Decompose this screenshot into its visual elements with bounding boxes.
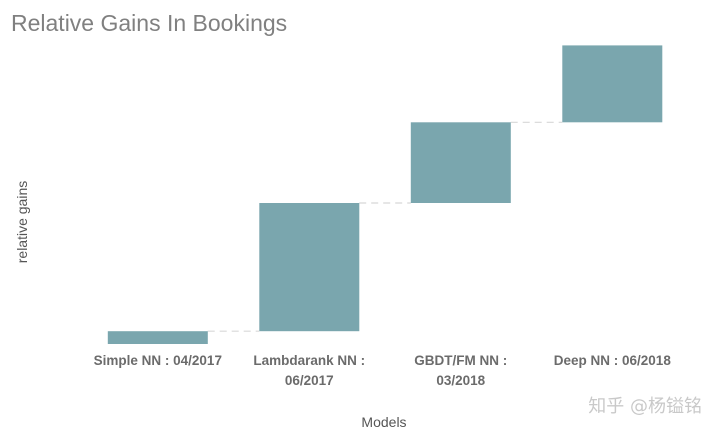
x-tick-label-line: Simple NN : 04/2017 xyxy=(94,353,222,368)
x-tick-label-line: 03/2018 xyxy=(436,373,485,388)
x-tick-label-line: 06/2017 xyxy=(285,373,334,388)
y-axis-label: relative gains xyxy=(14,181,30,264)
bar-4 xyxy=(562,45,663,123)
x-tick-label-line: GBDT/FM NN : xyxy=(414,353,507,368)
x-tick-label-line: Lambdarank NN : xyxy=(253,353,365,368)
x-tick-label: GBDT/FM NN : 03/2018 xyxy=(414,353,507,388)
x-tick-label: Deep NN : 06/2018 xyxy=(554,353,672,368)
x-tick-label: Lambdarank NN : 06/2017 xyxy=(253,353,365,388)
watermark: 知乎 @杨镒铭 xyxy=(588,396,702,417)
bar-3 xyxy=(410,122,511,203)
bar-2 xyxy=(259,203,360,332)
bar-1 xyxy=(107,331,208,344)
x-tick-label: Simple NN : 04/2017 xyxy=(94,353,222,368)
connector-lines xyxy=(207,121,563,332)
bars xyxy=(107,45,663,344)
chart-title: Relative Gains In Bookings xyxy=(11,10,288,36)
x-axis-label: Models xyxy=(361,414,406,430)
x-tick-labels: Simple NN : 04/2017 Lambdarank NN : 06/201… xyxy=(94,353,672,388)
x-tick-label-line: Deep NN : 06/2018 xyxy=(554,353,672,368)
